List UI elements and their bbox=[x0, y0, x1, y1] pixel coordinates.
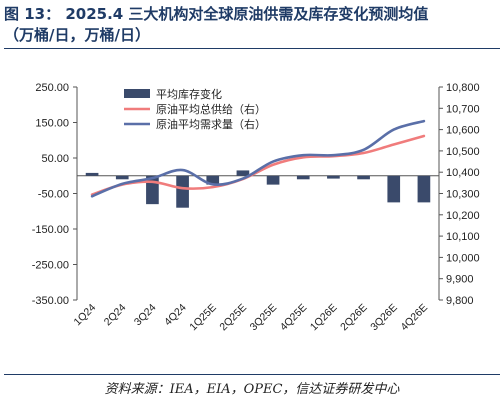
inventory-bar bbox=[266, 175, 280, 185]
left-tick-label: -350.00 bbox=[32, 295, 69, 307]
demand-line bbox=[90, 119, 426, 198]
footer-divider bbox=[4, 374, 500, 375]
left-tick-label: 50.00 bbox=[41, 153, 69, 165]
right-tick-label: 10,300 bbox=[446, 189, 480, 201]
x-tick-label: 1Q24 bbox=[72, 302, 99, 329]
inventory-bar bbox=[115, 175, 129, 180]
right-tick-label: 10,700 bbox=[446, 103, 480, 115]
right-tick-label: 9,900 bbox=[446, 274, 474, 286]
inventory-bar bbox=[417, 175, 431, 203]
right-tick-label: 10,500 bbox=[446, 146, 480, 158]
right-tick-label: 10,100 bbox=[446, 231, 480, 243]
legend-label: 原油平均总供给（右） bbox=[156, 102, 266, 116]
right-tick-label: 10,200 bbox=[446, 210, 480, 222]
legend-label: 原油平均需求量（右） bbox=[156, 117, 266, 131]
chart: 250.00 150.00 50.00 -50.00 -150.00 -250.00 -35… bbox=[32, 82, 480, 334]
line-series bbox=[90, 119, 426, 198]
legend-label: 平均库存变化 bbox=[156, 87, 222, 101]
left-tick-label: -50.00 bbox=[38, 189, 69, 201]
x-tick-label: 3Q24 bbox=[132, 302, 159, 329]
x-tick-label: 2Q26E bbox=[338, 302, 370, 334]
inventory-bar bbox=[236, 170, 250, 176]
x-tick-label: 3Q26E bbox=[368, 302, 400, 334]
inventory-bar bbox=[387, 175, 401, 203]
right-tick-label: 10,000 bbox=[446, 252, 480, 264]
x-tick-label: 4Q26E bbox=[398, 302, 430, 334]
source-note: 资料来源：IEA，EIA，OPEC，信达证券研发中心 bbox=[104, 382, 400, 397]
title-divider bbox=[4, 48, 500, 49]
inventory-bar bbox=[327, 175, 340, 179]
inventory-bar bbox=[176, 175, 189, 208]
left-tick-label: -250.00 bbox=[32, 260, 69, 272]
x-tick-label: 1Q26E bbox=[308, 302, 340, 334]
title-line-1: 图 13： 2025.4 三大机构对全球原油供需及库存变化预测均值 bbox=[4, 5, 429, 23]
right-tick-label: 10,800 bbox=[446, 82, 480, 94]
right-tick-label: 9,800 bbox=[446, 295, 474, 307]
left-tick-label: 150.00 bbox=[35, 118, 69, 130]
bar-series bbox=[85, 170, 431, 208]
right-tick-label: 10,600 bbox=[446, 125, 480, 137]
x-tick-label: 4Q25E bbox=[278, 302, 310, 334]
left-tick-label: 250.00 bbox=[35, 82, 69, 94]
axes bbox=[73, 86, 443, 301]
right-tick-label: 10,400 bbox=[446, 167, 480, 179]
legend-swatch-inventory bbox=[124, 89, 150, 98]
inventory-bar bbox=[296, 175, 310, 180]
inventory-bar bbox=[206, 175, 220, 185]
x-tick-label: 2Q24 bbox=[102, 302, 129, 329]
supply-line bbox=[90, 134, 426, 196]
x-tick-label: 3Q25E bbox=[248, 302, 280, 334]
title-line-2: （万桶/日，万桶/日） bbox=[4, 26, 150, 44]
inventory-bar bbox=[357, 175, 370, 180]
x-tick-label: 4Q24 bbox=[162, 302, 189, 329]
inventory-bar bbox=[85, 172, 99, 176]
x-tick-label: 1Q25E bbox=[187, 302, 219, 334]
figure-title: 图 13： 2025.4 三大机构对全球原油供需及库存变化预测均值 （万桶/日，… bbox=[4, 4, 500, 46]
x-tick-label: 2Q25E bbox=[217, 302, 249, 334]
left-tick-label: -150.00 bbox=[32, 224, 69, 236]
